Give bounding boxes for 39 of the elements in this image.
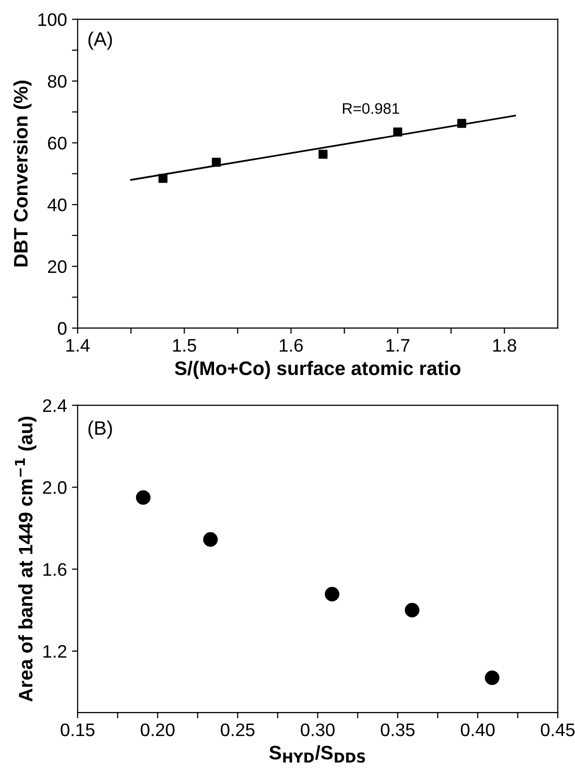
x-tick-label: 1.5	[173, 339, 196, 352]
y-tick-label: 100	[38, 13, 67, 26]
annotation: (B)	[88, 420, 112, 439]
point	[393, 128, 402, 137]
x-tick-label: 0.35	[380, 723, 415, 736]
y-tick-label: 1.6	[43, 563, 66, 576]
x-tick-label: 0.45	[540, 723, 575, 736]
y-tick-label: 2.0	[43, 481, 67, 494]
y-axis-title: DBT Conversion (%)	[13, 80, 32, 266]
annotation: R=0.981	[342, 103, 400, 114]
x-tick-label: 0.40	[460, 723, 495, 736]
point	[212, 158, 221, 167]
x-axis-title: S$_{HYD}$/S$_{DDS}$	[269, 745, 365, 763]
x-tick-label: 1.7	[386, 339, 410, 352]
y-tick-label: 80	[48, 74, 67, 88]
x-tick-label: 0.25	[220, 723, 254, 736]
y-tick-label: 1.2	[43, 645, 66, 658]
point	[457, 118, 466, 128]
point	[324, 586, 340, 602]
y-axis-title: Area of band at 1449 cm$^{−1}$ (au)	[14, 416, 36, 702]
y-tick-label: 0	[58, 322, 67, 335]
annotation: (A)	[88, 32, 112, 50]
y-tick-label: 40	[48, 198, 67, 212]
x-axis-title: S/(Mo+Co) surface atomic ratio	[174, 360, 460, 380]
point	[484, 670, 500, 686]
x-tick-label: 1.4	[66, 339, 90, 352]
point	[158, 174, 168, 183]
x-tick-label: 1.6	[280, 338, 303, 352]
x-tick-label: 0.20	[140, 723, 175, 736]
point	[203, 532, 218, 547]
y-tick-label: 60	[48, 136, 67, 150]
point	[136, 490, 151, 505]
point	[318, 150, 328, 159]
x-tick-label: 1.8	[493, 338, 516, 352]
x-tick-label: 0.15	[60, 723, 94, 736]
x-tick-label: 0.30	[300, 723, 335, 736]
point	[404, 602, 420, 618]
y-tick-label: 20	[48, 260, 67, 274]
y-tick-label: 2.4	[43, 399, 67, 412]
